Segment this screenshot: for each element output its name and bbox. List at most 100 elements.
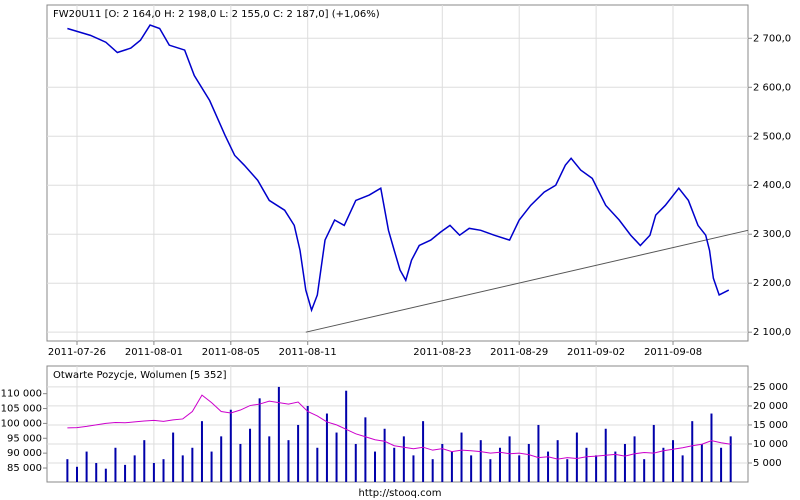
volume-bar — [614, 451, 617, 482]
y-tick-label: 2 300,0 — [753, 229, 791, 240]
volume-bar — [681, 455, 684, 482]
volume-bar — [114, 447, 117, 482]
volume-bar — [498, 447, 501, 482]
volume-bar — [162, 459, 165, 482]
open-interest-line — [67, 394, 731, 460]
volume-bar — [306, 405, 309, 482]
volume-bar — [729, 436, 732, 482]
volume-bar — [672, 440, 675, 482]
volume-bar — [152, 462, 155, 482]
y2-tick-label: 25 000 — [753, 382, 788, 393]
y-tick-label: 2 500,0 — [753, 131, 791, 142]
volume-bar — [460, 432, 463, 482]
volume-bar — [383, 428, 386, 482]
y-tick-label: 110 000 — [1, 389, 42, 400]
volume-bar — [268, 436, 271, 482]
volume-bar — [210, 451, 213, 482]
volume-bar — [431, 459, 434, 482]
y-tick-label: 95 000 — [7, 433, 42, 444]
volume-bar — [364, 417, 367, 482]
volume-bar — [412, 455, 415, 482]
volume-bar — [691, 421, 694, 482]
layer — [43, 5, 752, 482]
y-tick-label: 85 000 — [7, 463, 42, 474]
volume-bar — [479, 440, 482, 482]
y2-tick-label: 10 000 — [753, 439, 788, 450]
volume-bar — [133, 455, 136, 482]
volume-bar — [220, 436, 223, 482]
volume-bar — [200, 421, 203, 482]
price-title: FW20U11 [O: 2 164,0 H: 2 198,0 L: 2 155,… — [53, 9, 380, 20]
volume-bar — [450, 451, 453, 482]
volume-bar — [124, 464, 127, 482]
price-panel — [46, 4, 749, 342]
volume-bar — [335, 432, 338, 482]
volume-bar — [710, 413, 713, 482]
footer: http://stooq.com — [359, 488, 442, 499]
volume-bar — [595, 455, 598, 482]
volume-bar — [700, 443, 703, 482]
price-line — [67, 24, 730, 313]
y2-tick-label: 5 000 — [753, 458, 782, 469]
volume-bar — [489, 459, 492, 482]
volume-bar — [585, 447, 588, 482]
volume-bar — [422, 421, 425, 482]
volume-bar — [143, 440, 146, 482]
y-tick-label: 2 200,0 — [753, 278, 791, 289]
y-tick-label: 2 600,0 — [753, 82, 791, 93]
trendline — [305, 229, 749, 333]
x-tick-label: 2011-08-23 — [413, 347, 471, 358]
volume-bar — [66, 459, 69, 482]
volume-bar — [441, 443, 444, 482]
volume-bar — [402, 436, 405, 482]
volume-bar — [547, 451, 550, 482]
y2-tick-label: 15 000 — [753, 420, 788, 431]
volume-title: Otwarte Pozycje, Wolumen [5 352] — [53, 370, 227, 381]
volume-bar — [470, 455, 473, 482]
x-tick-label: 2011-08-05 — [202, 347, 260, 358]
x-tick-label: 2011-08-11 — [279, 347, 337, 358]
volume-bar — [633, 436, 636, 482]
volume-bar — [662, 447, 665, 482]
x-tick-label: 2011-07-26 — [48, 347, 106, 358]
volume-bar — [191, 447, 194, 482]
volume-bar — [172, 432, 175, 482]
volume-bar — [75, 466, 78, 482]
volume-bar — [287, 440, 290, 482]
volume-bar — [95, 462, 98, 482]
volume-bar — [575, 432, 578, 482]
volume-bar — [643, 459, 646, 482]
volume-bar — [623, 443, 626, 482]
y-tick-label: 100 000 — [1, 418, 42, 429]
volume-bar — [181, 455, 184, 482]
volume-bar — [325, 413, 328, 482]
volume-bar — [374, 451, 377, 482]
y-tick-label: 90 000 — [7, 448, 42, 459]
volume-bar — [85, 451, 88, 482]
volume-bar — [518, 455, 521, 482]
y-tick-label: 105 000 — [1, 404, 42, 415]
volume-bar — [239, 443, 242, 482]
volume-bar — [258, 398, 261, 482]
volume-bar — [297, 424, 300, 482]
volume-bar — [720, 447, 723, 482]
volume-bar — [345, 390, 348, 482]
y-tick-label: 2 700,0 — [753, 33, 791, 44]
volume-bar — [277, 386, 280, 482]
y-tick-label: 2 100,0 — [753, 327, 791, 338]
volume-bar — [354, 443, 357, 482]
volume-bar — [508, 436, 511, 482]
volume-bar — [104, 468, 107, 482]
x-tick-label: 2011-09-08 — [644, 347, 702, 358]
volume-bar — [566, 459, 569, 482]
volume-bar — [537, 424, 540, 482]
volume-bar — [556, 440, 559, 482]
x-tick-label: 2011-09-02 — [567, 347, 625, 358]
volume-bar — [229, 409, 232, 482]
y-tick-label: 2 400,0 — [753, 180, 791, 191]
volume-bar — [249, 428, 252, 482]
volume-bar — [316, 447, 319, 482]
volume-panel — [46, 365, 749, 483]
x-tick-label: 2011-08-01 — [125, 347, 183, 358]
